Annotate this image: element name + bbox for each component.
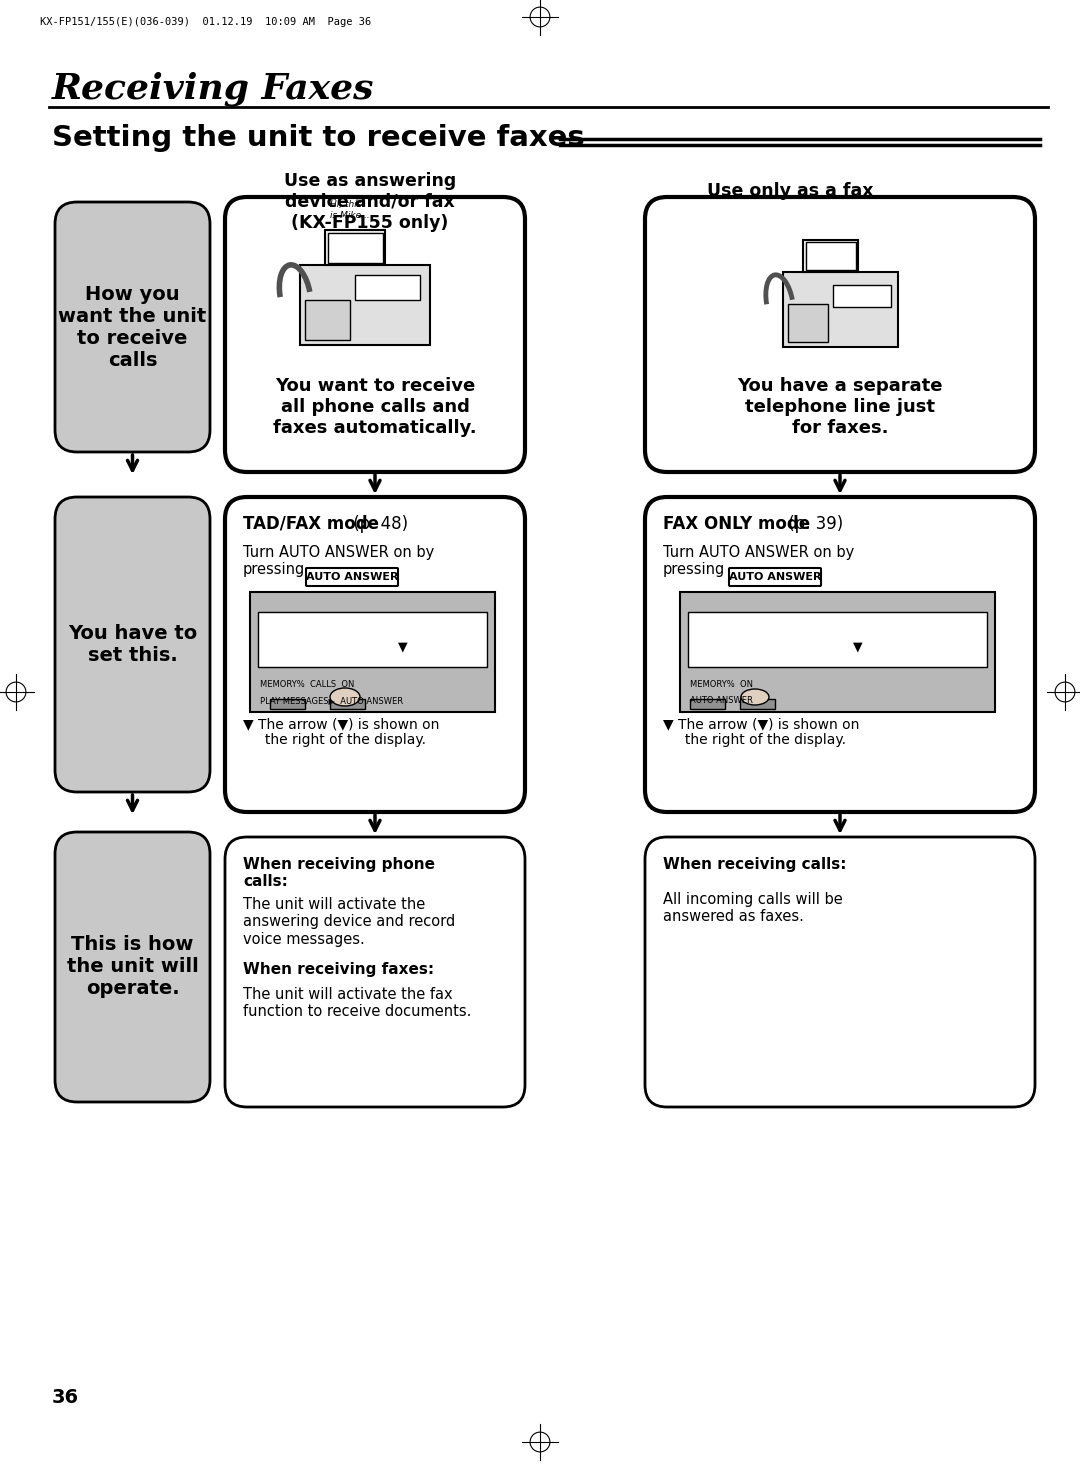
Bar	[806, 241, 855, 269]
Text: ▼: ▼	[397, 640, 407, 654]
Bar	[328, 233, 383, 262]
Text: AUTO ANSWER: AUTO ANSWER	[690, 696, 753, 705]
Bar	[740, 699, 775, 710]
Text: MEMORY%  ON: MEMORY% ON	[690, 680, 753, 689]
Text: Turn AUTO ANSWER on by
pressing: Turn AUTO ANSWER on by pressing	[663, 545, 854, 577]
Bar	[249, 592, 495, 712]
Text: AUTO ANSWER: AUTO ANSWER	[306, 573, 399, 581]
Text: Use only as a fax: Use only as a fax	[706, 183, 874, 200]
FancyBboxPatch shape	[645, 197, 1035, 473]
Text: AUTO ANSWER: AUTO ANSWER	[729, 573, 821, 581]
Text: KX-FP151/155(E)(036-039)  01.12.19  10:09 AM  Page 36: KX-FP151/155(E)(036-039) 01.12.19 10:09 …	[40, 18, 372, 26]
Text: This is how
the unit will
operate.: This is how the unit will operate.	[67, 936, 199, 998]
Text: Setting the unit to receive faxes: Setting the unit to receive faxes	[52, 124, 584, 152]
Bar	[258, 612, 487, 667]
Bar	[330, 699, 365, 710]
Text: How you
want the unit
to receive
calls: How you want the unit to receive calls	[58, 284, 206, 369]
Text: The unit will activate the
answering device and record
voice messages.: The unit will activate the answering dev…	[243, 896, 456, 946]
Bar	[300, 265, 430, 344]
Bar	[305, 299, 350, 340]
Text: MEMORY%  CALLS  ON: MEMORY% CALLS ON	[260, 680, 354, 689]
Bar	[688, 612, 987, 667]
Text: ▼ The arrow (▼) is shown on
     the right of the display.: ▼ The arrow (▼) is shown on the right of…	[243, 717, 440, 748]
Text: When receiving phone
calls:: When receiving phone calls:	[243, 857, 435, 889]
Bar	[783, 272, 897, 347]
FancyBboxPatch shape	[306, 568, 399, 586]
Bar	[325, 230, 384, 265]
Text: PLAY MESSAGES▶  AUTO ANSWER: PLAY MESSAGES▶ AUTO ANSWER	[260, 696, 403, 705]
Bar	[690, 699, 725, 710]
FancyBboxPatch shape	[645, 498, 1035, 813]
Ellipse shape	[741, 689, 769, 705]
Text: All incoming calls will be
answered as faxes.: All incoming calls will be answered as f…	[663, 892, 842, 924]
Text: Hi, this
is Mike...: Hi, this is Mike...	[330, 200, 369, 219]
Text: You have to
set this.: You have to set this.	[68, 624, 198, 665]
Bar	[680, 592, 995, 712]
Text: TAD/FAX mode: TAD/FAX mode	[243, 515, 379, 533]
Text: (p. 39): (p. 39)	[783, 515, 843, 533]
Bar	[802, 240, 858, 272]
Text: The unit will activate the fax
function to receive documents.: The unit will activate the fax function …	[243, 988, 471, 1020]
Text: When receiving calls:: When receiving calls:	[663, 857, 847, 871]
Text: FAX ONLY mode: FAX ONLY mode	[663, 515, 810, 533]
FancyBboxPatch shape	[225, 838, 525, 1107]
FancyBboxPatch shape	[225, 498, 525, 813]
Text: 36: 36	[52, 1388, 79, 1407]
Ellipse shape	[330, 687, 360, 707]
FancyBboxPatch shape	[729, 568, 821, 586]
Text: Turn AUTO ANSWER on by
pressing: Turn AUTO ANSWER on by pressing	[243, 545, 434, 577]
Text: (p. 48): (p. 48)	[348, 515, 408, 533]
Text: ▼ The arrow (▼) is shown on
     the right of the display.: ▼ The arrow (▼) is shown on the right of…	[663, 717, 860, 748]
Bar	[270, 699, 305, 710]
Bar	[787, 305, 827, 342]
FancyBboxPatch shape	[55, 832, 210, 1103]
FancyBboxPatch shape	[645, 838, 1035, 1107]
Bar	[355, 274, 420, 299]
FancyBboxPatch shape	[55, 202, 210, 452]
Text: Receiving Faxes: Receiving Faxes	[52, 72, 375, 106]
Bar	[833, 286, 891, 308]
Text: When receiving faxes:: When receiving faxes:	[243, 963, 434, 977]
Text: You have a separate
telephone line just
for faxes.: You have a separate telephone line just …	[738, 377, 943, 437]
FancyBboxPatch shape	[55, 498, 210, 792]
Text: ▼: ▼	[853, 640, 862, 654]
Text: You want to receive
all phone calls and
faxes automatically.: You want to receive all phone calls and …	[273, 377, 476, 437]
Text: Use as answering
device and/or fax
(KX-FP155 only): Use as answering device and/or fax (KX-F…	[284, 172, 456, 231]
FancyBboxPatch shape	[225, 197, 525, 473]
